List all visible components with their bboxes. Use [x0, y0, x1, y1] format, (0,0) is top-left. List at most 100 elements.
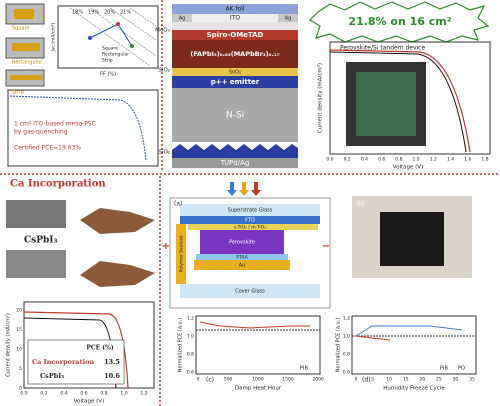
label: PO: [458, 366, 465, 372]
label: Voltage (V): [393, 165, 423, 171]
label: FTO: [245, 218, 255, 224]
label: Ag: [285, 16, 292, 22]
arrow: [239, 182, 249, 196]
label: N-Si: [226, 111, 244, 121]
afm-image: [80, 208, 155, 234]
jv-curve: [329, 49, 471, 153]
label: Current density (mA/cm²): [317, 63, 324, 133]
arrows: [227, 182, 261, 196]
label: Humidity Freeze Cycle: [383, 386, 445, 392]
tick-label: 2000: [312, 377, 324, 383]
layer: [172, 4, 298, 14]
label: PTAA: [236, 255, 248, 261]
tick-label: 25: [436, 377, 442, 383]
tick-label: 35: [469, 377, 475, 383]
label: 21%: [120, 10, 131, 16]
arrow: [251, 182, 261, 196]
sealant: [176, 224, 186, 284]
label: 20%: [104, 10, 115, 16]
photo: [380, 212, 444, 266]
tick-label: 0.8: [395, 157, 402, 163]
tick-label: 1.2: [430, 157, 437, 163]
tick-label: 1.0: [343, 334, 350, 340]
label: (c): [206, 377, 214, 384]
label: Current density (mA/cm²): [6, 313, 12, 377]
layer: [180, 204, 320, 216]
label: Superstrate Glass: [228, 208, 273, 214]
sem-image: [6, 200, 66, 228]
sem-image: [6, 250, 66, 278]
device-icon: [14, 9, 34, 19]
layer: [180, 216, 320, 224]
label: Strip: [12, 90, 24, 96]
plot-frame: [195, 315, 321, 375]
tandem-plot-frame: [329, 41, 491, 155]
label: PCE (%): [86, 345, 113, 352]
tick-label: 0.4: [361, 157, 368, 163]
tick-label: 1500: [282, 377, 294, 383]
layer: [196, 254, 288, 260]
label: MoOₓ: [155, 28, 170, 34]
tick-label: 1.2: [140, 391, 147, 397]
tick-label: 10: [386, 377, 392, 383]
tick-label: 20: [419, 377, 425, 383]
label: SnO₂: [229, 70, 241, 76]
label: Jsc (mA/cm²): [51, 22, 57, 52]
label: Ca Incorporation: [32, 358, 94, 366]
tick-label: 0.2: [40, 391, 47, 397]
label: 10.6: [104, 372, 120, 380]
iso-line: [109, 7, 157, 41]
label: 18%: [72, 10, 83, 16]
label: SiO₂: [158, 150, 170, 156]
label: Certified PCE=19.63%: [14, 145, 81, 152]
tick-label: 1.2: [343, 316, 350, 322]
label: p++ emitter: [211, 78, 260, 86]
arrow: [227, 182, 237, 196]
tick-label: 1.0: [413, 157, 420, 163]
label: Cover Glass: [235, 289, 265, 295]
point: [130, 44, 134, 48]
layer: [278, 14, 298, 22]
tick-label: 0.8: [343, 352, 350, 358]
label: Rectangular: [12, 60, 43, 66]
tick-label: 0: [355, 377, 358, 383]
tick-label: 0.8: [100, 391, 107, 397]
point: [116, 22, 120, 26]
label: c-TiO₂ / m-TiO₂: [234, 225, 266, 231]
label: CsPbI₃: [24, 236, 58, 246]
tick-label: 0.6: [343, 370, 350, 376]
jv-plot-frame: [7, 89, 159, 167]
label: 21.8% on 16 cm²: [348, 15, 451, 28]
iso-line: [129, 7, 157, 27]
efficiency-plot-frame: [57, 5, 159, 69]
tick-label: 1.8: [481, 157, 488, 163]
label: AK foil: [225, 6, 244, 13]
layer: [192, 14, 278, 22]
tick-label: 0.8: [187, 352, 194, 358]
label: Au: [239, 263, 246, 269]
tandem-stack: [172, 4, 298, 168]
layer: [180, 284, 320, 298]
tick-label: 0.6: [187, 370, 194, 376]
label: Polymer Sealant: [179, 235, 185, 272]
tick-label: 1.0: [187, 334, 194, 340]
label: 19%: [88, 10, 99, 16]
trend-line: [355, 335, 391, 341]
tick-label: 0.6: [378, 157, 385, 163]
tick-label: 1000: [252, 377, 264, 383]
label: Voltage (V): [74, 399, 104, 405]
layer: [172, 144, 298, 158]
device-icon: [12, 43, 40, 51]
label: Normalized PCE (a.u.): [178, 318, 184, 373]
jv-plot-frame: [23, 301, 155, 389]
layer: [172, 40, 298, 68]
layer: [172, 68, 298, 76]
starburst: [309, 1, 490, 43]
tick-label: 0: [197, 377, 200, 383]
layer: [172, 22, 298, 30]
label: FF (%): [100, 72, 116, 78]
layer: [200, 230, 284, 254]
label: Spiro-OMeTAD: [207, 31, 264, 39]
